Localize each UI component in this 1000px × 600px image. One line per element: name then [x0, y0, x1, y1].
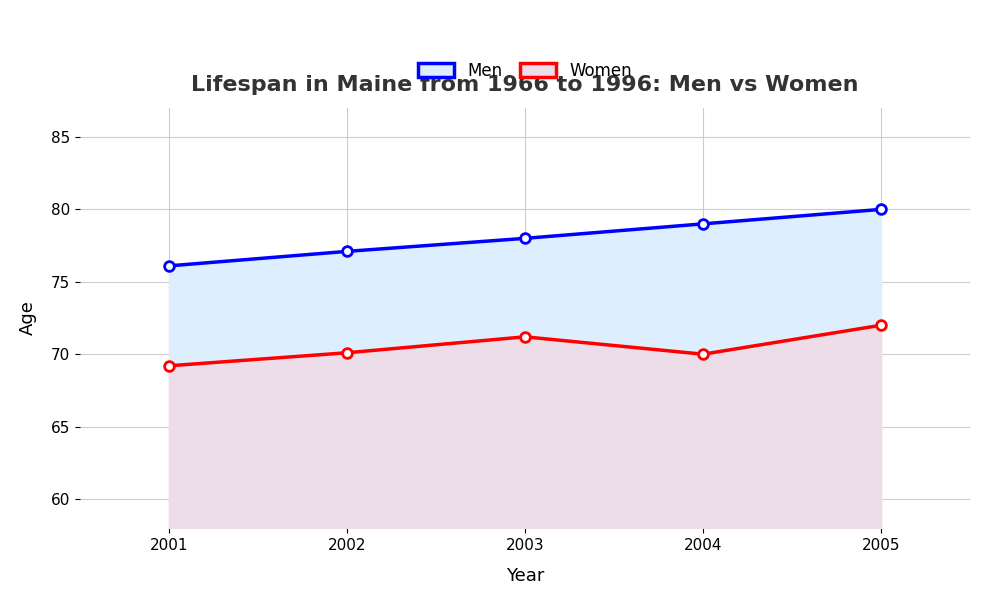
Y-axis label: Age: Age	[19, 301, 37, 335]
Title: Lifespan in Maine from 1966 to 1996: Men vs Women: Lifespan in Maine from 1966 to 1996: Men…	[191, 76, 859, 95]
Legend: Men, Women: Men, Women	[418, 62, 632, 80]
X-axis label: Year: Year	[506, 566, 544, 584]
